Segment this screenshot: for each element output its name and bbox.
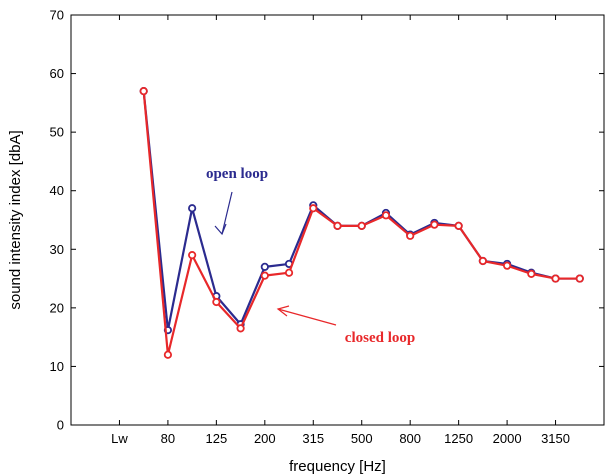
annotation-open-loop-arrow-shaft: [221, 191, 233, 235]
annotation-open-loop-arrow-head: [214, 223, 227, 236]
y-tick-label: 20: [50, 300, 64, 315]
annotation-closed-loop: closed loop: [276, 305, 415, 346]
data-point: [309, 204, 318, 213]
data-point: [381, 211, 391, 220]
y-tick-label: 50: [50, 125, 64, 140]
x-tick-label: 1250: [444, 431, 473, 446]
y-tick-label: 60: [50, 66, 64, 81]
data-point: [478, 256, 487, 266]
annotation-open-loop: open loop: [206, 166, 268, 236]
data-point: [575, 274, 584, 283]
series-closed-loop: [139, 87, 584, 359]
data-point: [527, 269, 536, 278]
y-tick-label: 40: [50, 183, 64, 198]
series-open-loop: [139, 87, 584, 335]
annotation-closed-loop-text: closed loop: [345, 330, 415, 346]
data-point: [163, 350, 173, 359]
y-axis-label: sound intensity index [dbA]: [7, 130, 24, 309]
x-tick-label: 2000: [493, 431, 522, 446]
x-tick-label: Lw: [111, 431, 128, 446]
y-tick-labels: 0 10 20 30 40 50 60 70: [50, 8, 64, 433]
annotation-open-loop-text: open loop: [206, 166, 268, 182]
y-tick-label: 70: [50, 8, 64, 23]
axis-ticks: [71, 14, 604, 426]
annotation-closed-loop-arrow-head: [276, 305, 290, 317]
data-point: [551, 274, 560, 283]
x-tick-label: 80: [161, 431, 175, 446]
data-point: [212, 297, 221, 307]
x-tick-label: 125: [206, 431, 228, 446]
data-point: [333, 221, 342, 230]
x-tick-label: 500: [351, 431, 373, 446]
series-line: [142, 91, 580, 332]
x-tick-label: 200: [254, 431, 276, 446]
x-tick-label: 315: [302, 431, 324, 446]
data-point: [406, 231, 415, 240]
data-point: [454, 221, 463, 230]
annotation-closed-loop-arrow-shaft: [277, 308, 337, 326]
data-series: [139, 87, 584, 359]
data-point: [236, 324, 245, 333]
plot-area-frame: [70, 14, 605, 426]
x-axis-label: frequency [Hz]: [289, 458, 386, 475]
data-point: [357, 221, 366, 230]
data-point: [260, 262, 269, 271]
data-point: [188, 251, 197, 260]
y-tick-label: 30: [50, 242, 64, 257]
data-point: [430, 220, 439, 229]
x-tick-label: 3150: [541, 431, 570, 446]
y-tick-label: 0: [57, 418, 64, 433]
y-tick-label: 10: [50, 359, 64, 374]
data-point: [284, 268, 294, 277]
x-tick-labels: Lw 80 125 200 315 500 800 1250 2000 3150: [111, 431, 570, 446]
x-tick-label: 800: [399, 431, 421, 446]
data-point: [188, 204, 197, 213]
data-point: [260, 271, 269, 280]
data-point: [139, 87, 148, 96]
data-point: [502, 261, 512, 270]
